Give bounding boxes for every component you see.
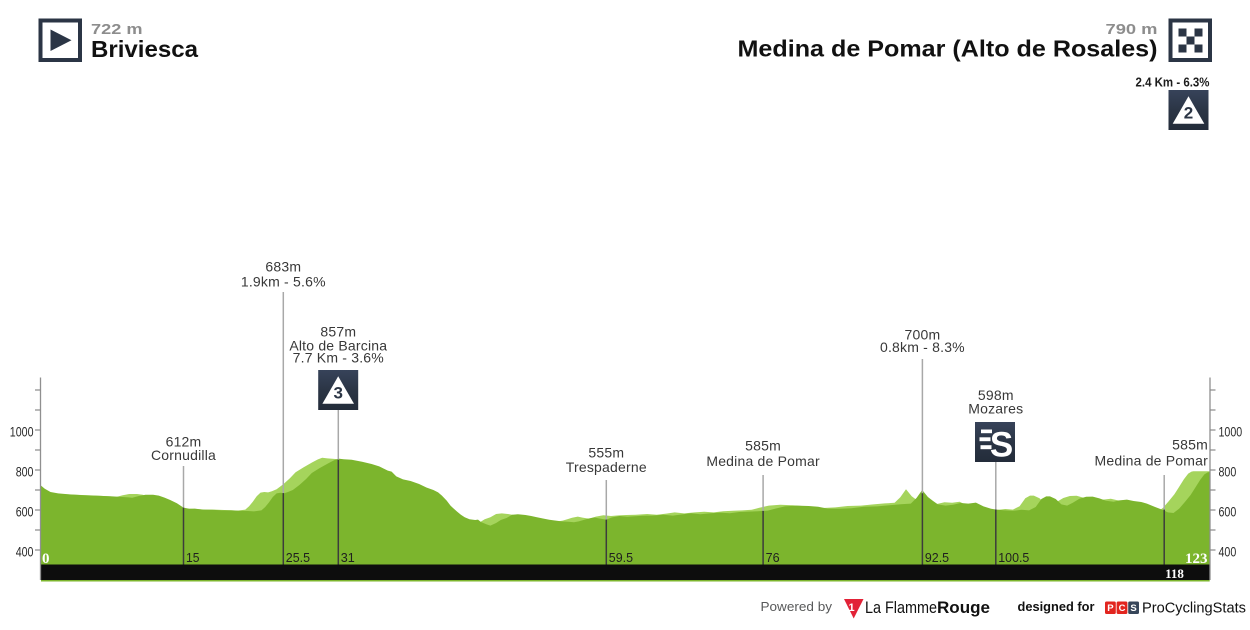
svg-text:100.5: 100.5 [998, 550, 1029, 565]
svg-text:P: P [1107, 603, 1114, 614]
svg-text:0: 0 [42, 551, 50, 567]
svg-text:2: 2 [1184, 104, 1193, 123]
svg-text:Medina de Pomar: Medina de Pomar [706, 453, 820, 469]
svg-text:722 m: 722 m [91, 21, 143, 38]
svg-text:ProCyclingStats: ProCyclingStats [1142, 601, 1246, 617]
svg-text:92.5: 92.5 [925, 550, 949, 565]
svg-text:400: 400 [1219, 543, 1237, 559]
svg-text:S: S [1130, 603, 1136, 614]
svg-text:3: 3 [333, 384, 342, 403]
svg-text:La FlammeRouge: La FlammeRouge [865, 599, 990, 617]
svg-text:400: 400 [16, 543, 34, 559]
svg-text:Mozares: Mozares [968, 401, 1023, 417]
svg-text:600: 600 [16, 503, 34, 519]
svg-text:1000: 1000 [10, 423, 34, 439]
svg-text:555m: 555m [588, 445, 624, 461]
svg-text:2.4 Km - 6.3%: 2.4 Km - 6.3% [1136, 75, 1210, 90]
svg-text:Medina de Pomar: Medina de Pomar [1094, 453, 1208, 469]
svg-text:Powered by: Powered by [761, 600, 833, 614]
svg-text:7.7 Km - 3.6%: 7.7 Km - 3.6% [293, 350, 384, 366]
svg-text:S: S [990, 426, 1013, 465]
svg-text:25.5: 25.5 [286, 550, 310, 565]
svg-text:C: C [1119, 603, 1126, 614]
svg-text:1000: 1000 [1219, 423, 1243, 439]
svg-text:Trespaderne: Trespaderne [566, 459, 647, 475]
svg-text:123: 123 [1185, 551, 1208, 567]
svg-text:15: 15 [186, 550, 200, 565]
svg-text:76: 76 [766, 550, 780, 565]
svg-text:1: 1 [848, 602, 854, 614]
svg-text:1.9km - 5.6%: 1.9km - 5.6% [241, 274, 326, 290]
svg-text:790 m: 790 m [1106, 21, 1158, 38]
svg-text:Medina de Pomar (Alto de Rosal: Medina de Pomar (Alto de Rosales) [738, 36, 1158, 62]
svg-text:0.8km - 8.3%: 0.8km - 8.3% [880, 339, 965, 355]
svg-text:700m: 700m [904, 327, 940, 343]
svg-text:800: 800 [16, 463, 34, 479]
svg-text:612m: 612m [166, 434, 202, 450]
svg-text:designed for: designed for [1018, 600, 1095, 614]
svg-text:Alto de Barcina: Alto de Barcina [289, 337, 387, 353]
svg-text:857m: 857m [320, 324, 356, 340]
svg-text:598m: 598m [978, 387, 1014, 403]
svg-text:118: 118 [1165, 566, 1184, 581]
svg-text:585m: 585m [745, 438, 781, 454]
svg-text:Cornudilla: Cornudilla [151, 447, 216, 463]
svg-text:59.5: 59.5 [609, 550, 633, 565]
svg-text:800: 800 [1219, 463, 1237, 479]
svg-text:Briviesca: Briviesca [91, 36, 198, 62]
svg-text:31: 31 [341, 550, 355, 565]
svg-text:600: 600 [1219, 503, 1237, 519]
svg-text:683m: 683m [265, 259, 301, 275]
svg-text:585m: 585m [1172, 437, 1208, 453]
